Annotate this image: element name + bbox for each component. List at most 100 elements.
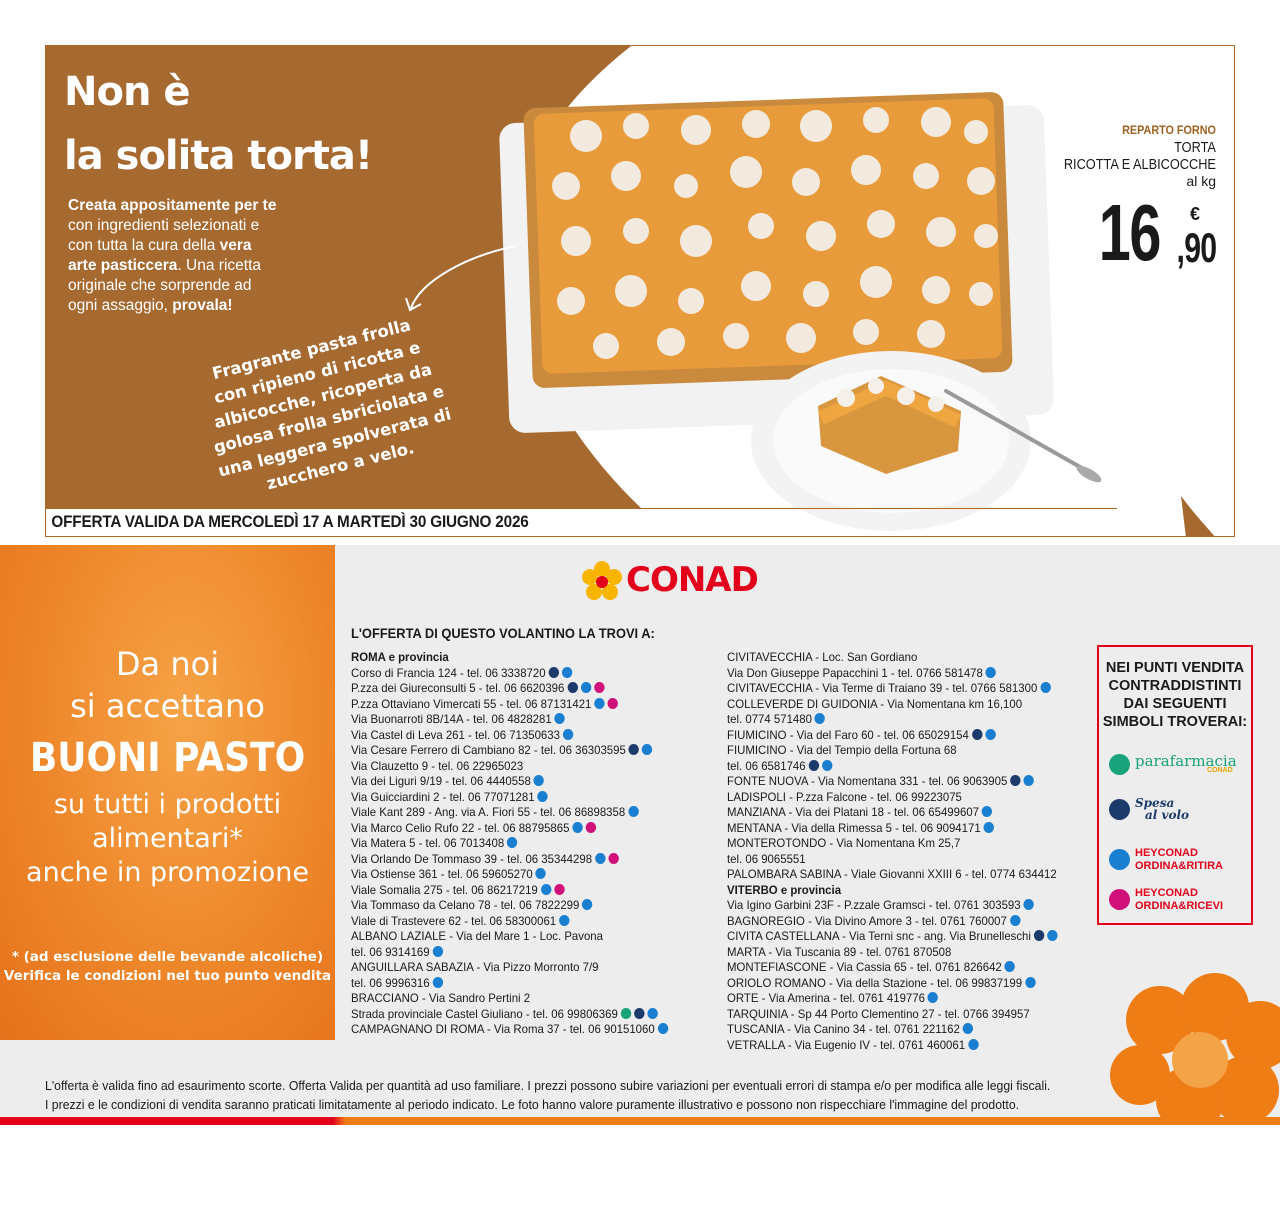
store-entry: PALOMBARA SABINA - Viale Giovanni XXIII … [727,867,1058,883]
store-entry: Strada provinciale Castel Giuliano - tel… [351,1007,668,1023]
blue-dot-icon [572,821,583,833]
store-text: P.zza Ottaviano Vimercati 55 - tel. 06 8… [351,696,592,711]
store-entry: Corso di Francia 124 - tel. 06 3338720 [351,666,668,682]
blue-dot-icon [657,1023,669,1034]
store-text: FONTE NUOVA - Via Nomentana 331 - tel. 0… [727,774,1008,788]
blue-dot-icon [814,713,826,724]
blue-dot-icon [983,821,994,833]
spesa-al-volo-label: Spesa al volo [1135,797,1189,821]
store-text: ORIOLO ROMANO - Via della Stazione - tel… [727,975,1023,990]
store-entry: Viale Somalia 275 - tel. 06 86217219 [351,883,668,899]
store-entry: Via Igino Garbini 23F - P.zzale Gramsci … [727,898,1058,914]
blue-dot-icon [1047,930,1058,941]
store-text: Via Tommaso da Celano 78 - tel. 06 78222… [351,898,580,912]
store-text: Strada provinciale Castel Giuliano - tel… [351,1006,618,1021]
product-unit: al kg [1186,173,1216,189]
store-entry: MONTEROTONDO - Via Nomentana Km 25,7 [727,836,1058,852]
price-currency: € [1189,204,1200,224]
department-label: REPARTO FORNO [1122,123,1216,137]
intro-line-6b: provala! [172,297,233,314]
store-text: FIUMICINO - Via del Tempio della Fortuna… [727,743,957,757]
store-text: P.zza dei Giureconsulti 5 - tel. 06 6620… [351,681,565,695]
store-entry: Via Clauzetto 9 - tel. 06 22965023 [351,759,668,775]
store-entry: Viale Kant 289 - Ang. via A. Fiori 55 - … [351,805,668,821]
price-decimal: ,90 [1176,224,1217,271]
store-text: Via Ostiense 361 - tel. 06 59605270 [351,867,533,881]
store-entry: Via Don Giuseppe Papacchini 1 - tel. 076… [727,666,1058,682]
blue-dot-icon [1004,961,1016,972]
brand-name: CONAD [626,560,759,600]
store-text: TARQUINIA - Sp 44 Porto Clementino 27 - … [727,1006,1030,1021]
intro-line-3a: con tutta la cura della [68,237,220,254]
store-entry: CIVITAVECCHIA - Loc. San Gordiano [727,650,1058,666]
vouchers-line-6: anche in promozione [26,857,309,888]
disclaimer-line-1: L'offerta è valida fino ad esaurimento s… [45,1079,1051,1093]
blue-dot-icon [981,806,993,817]
store-text: CIVITA CASTELLANA - Via Terni snc - ang.… [727,929,1031,943]
blue-dot-icon [432,945,443,957]
blue-dot-icon [535,868,546,879]
store-entry: tel. 06 9314169 [351,945,668,961]
store-entry: MANZIANA - Via dei Platani 18 - tel. 06 … [727,805,1058,821]
store-entry: Via Guicciardini 2 - tel. 06 77071281 [351,790,668,806]
store-text: Viale Somalia 275 - tel. 06 86217219 [351,882,538,897]
store-text: Corso di Francia 124 - tel. 06 3338720 [351,665,546,680]
store-entry: P.zza dei Giureconsulti 5 - tel. 06 6620… [351,681,668,697]
product-info: REPARTO FORNO TORTA RICOTTA E ALBICOCCHE… [1037,122,1216,190]
store-entry: tel. 06 9065551 [727,852,1058,868]
store-entry: TUSCANIA - Via Canino 34 - tel. 0761 221… [727,1022,1058,1038]
magenta-dot-icon [608,852,619,864]
cake-image [499,92,1102,531]
store-entry: Via Marco Celio Rufo 22 - tel. 06 887958… [351,821,668,837]
store-entry: Viale di Trastevere 62 - tel. 06 5830006… [351,914,668,930]
store-symbols-legend: NEI PUNTI VENDITA CONTRADDISTINTI DAI SE… [1097,645,1253,925]
blue-dot-icon [1009,914,1021,926]
navy-dot-icon [808,759,819,771]
store-text: Via Orlando De Tommaso 39 - tel. 06 3534… [351,851,593,866]
store-entry: MONTEFIASCONE - Via Cassia 65 - tel. 076… [727,960,1058,976]
store-entry: ORIOLO ROMANO - Via della Stazione - tel… [727,976,1058,992]
intro-line-5: originale che sorprende ad [68,277,252,294]
store-text: Via Cesare Ferrero di Cambiano 82 - tel.… [351,743,626,757]
store-text: ORTE - Via Amerina - tel. 0761 419776 [727,991,925,1005]
blue-dot-icon [1040,682,1051,693]
promo-background [46,46,1215,536]
navy-dot-icon [971,728,983,740]
green-dot-icon [1109,754,1130,775]
store-text: Viale Kant 289 - Ang. via A. Fiori 55 - … [351,805,626,819]
store-entry: MENTANA - Via della Rimessa 5 - tel. 06 … [727,821,1058,837]
meal-vouchers-panel: Da noi si accettano BUONI PASTO su tutti… [0,545,335,1040]
heyconad-label: HEYCONAD [1135,847,1198,859]
store-entry: TARQUINIA - Sp 44 Porto Clementino 27 - … [727,1007,1058,1023]
store-text: Via Clauzetto 9 - tel. 06 22965023 [351,758,524,773]
navy-dot-icon [567,682,578,693]
magenta-dot-icon [1109,889,1130,910]
store-text: BAGNOREGIO - Via Divino Amore 3 - tel. 0… [727,913,1007,928]
region-heading: VITERBO e provincia [727,883,1058,899]
footer-bar [0,1117,1280,1125]
store-text: TUSCANIA - Via Canino 34 - tel. 0761 221… [727,1022,960,1036]
blue-dot-icon [558,914,570,926]
flower-decoration [1110,973,1280,1125]
store-text: CIVITAVECCHIA - Via Terme di Traiano 39 … [727,681,1038,695]
offer-validity: OFFERTA VALIDA DA MERCOLEDÌ 17 A MARTEDÌ… [46,508,1117,536]
vouchers-line-4: su tutti i prodotti [53,789,282,820]
stores-column-rome: ROMA e provincia Corso di Francia 124 - t… [351,650,685,1038]
store-entry: CIVITAVECCHIA - Via Terme di Traiano 39 … [727,681,1058,697]
vouchers-line-1: Da noi [115,645,220,683]
store-text: VETRALLA - Via Eugenio IV - tel. 0761 46… [727,1037,966,1052]
store-text: LADISPOLI - P.zza Falcone - tel. 06 9922… [727,789,962,804]
store-text: tel. 06 9996316 [351,975,430,990]
store-text: PALOMBARA SABINA - Viale Giovanni XXIII … [727,867,1057,881]
store-entry: tel. 0774 571480 [727,712,1058,728]
store-entry: BAGNOREGIO - Via Divino Amore 3 - tel. 0… [727,914,1058,930]
vouchers-note-1: * (ad esclusione delle bevande alcoliche… [11,949,324,965]
store-text: Via Igino Garbini 23F - P.zzale Gramsci … [727,898,1021,912]
store-text: tel. 06 9314169 [351,944,430,959]
intro-line-1: Creata appositamente per te [68,197,277,214]
green-dot-icon [620,1007,632,1019]
blue-dot-icon [432,976,443,988]
parafarmacia-label: parafarmacia [1135,752,1237,770]
store-text: CIVITAVECCHIA - Loc. San Gordiano [727,650,918,664]
legal-disclaimer: L'offerta è valida fino ad esaurimento s… [45,1077,1211,1115]
